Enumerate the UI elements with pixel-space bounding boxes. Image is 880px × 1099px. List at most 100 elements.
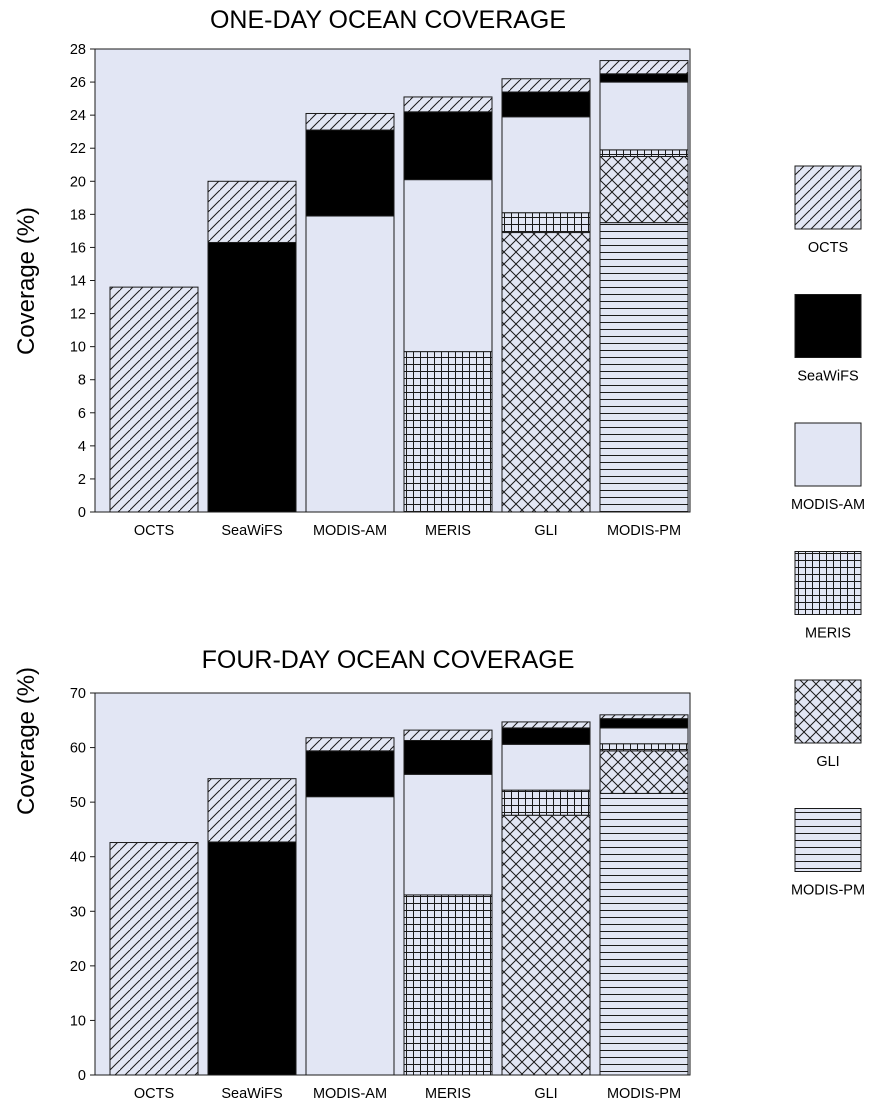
bar-modis-am — [305, 112, 395, 513]
y-tick-label: 30 — [70, 904, 86, 920]
bar-octs — [109, 286, 199, 513]
bar-segment-gli — [599, 750, 689, 794]
y-tick-label: 12 — [70, 307, 86, 323]
bar-segment-meris — [599, 149, 689, 157]
y-tick-label: 50 — [70, 795, 86, 811]
x-tick-label: MERIS — [425, 1086, 471, 1099]
bar-segment-seawifs — [501, 727, 591, 745]
x-tick-label: SeaWiFS — [221, 1086, 282, 1099]
bar-seawifs — [207, 180, 297, 513]
legend-label: MODIS-AM — [791, 497, 865, 513]
y-tick-label: 18 — [70, 207, 86, 223]
legend-item-modis-am: MODIS-AM — [791, 422, 865, 513]
x-tick-label: GLI — [534, 523, 557, 539]
y-axis-label: Coverage (%) — [13, 667, 40, 815]
legend-label: OCTS — [808, 240, 848, 256]
y-tick-label: 8 — [78, 373, 86, 389]
bar-segment-seawifs — [305, 750, 395, 798]
bar-segment-gli — [501, 814, 591, 1076]
y-tick-label: 6 — [78, 406, 86, 422]
bar-segment-octs — [207, 778, 297, 843]
x-tick-label: OCTS — [134, 523, 174, 539]
plot-area: 0 10 20 30 40 50 60 70 OCTS SeaWiFS MODIS-AM MERIS G… — [70, 686, 691, 1099]
bar-segment-seawifs — [501, 91, 591, 118]
bar-segment-octs — [403, 96, 493, 113]
x-tick-label: MODIS-PM — [607, 523, 681, 539]
bar-segment-modis-pm — [599, 792, 689, 1076]
y-tick-label: 24 — [70, 108, 86, 124]
chart-title: ONE-DAY OCEAN COVERAGE — [210, 6, 566, 34]
bar-segment-meris — [403, 894, 493, 1076]
bar-segment-seawifs — [403, 739, 493, 775]
y-tick-label: 70 — [70, 686, 86, 702]
x-tick-label: MERIS — [425, 523, 471, 539]
bar-segment-modis-am — [403, 773, 493, 896]
x-tick-label: OCTS — [134, 1086, 174, 1099]
bar-segment-gli — [599, 155, 689, 224]
bar-segment-octs — [305, 112, 395, 131]
bar-segment-seawifs — [403, 111, 493, 181]
bar-segment-octs — [207, 180, 297, 243]
bar-segment-modis-am — [305, 215, 395, 513]
bar-segment-octs — [599, 60, 689, 75]
legend-swatch — [794, 165, 862, 230]
bar-segment-meris — [599, 743, 689, 752]
y-tick-label: 26 — [70, 75, 86, 91]
bar-gli — [501, 78, 591, 513]
legend-swatch — [794, 422, 862, 487]
bar-segment-octs — [599, 714, 689, 720]
legend-swatch — [794, 679, 862, 744]
y-axis-label: Coverage (%) — [13, 207, 40, 355]
x-tick-label: MODIS-AM — [313, 523, 387, 539]
bar-segment-octs — [109, 842, 199, 1076]
bar-segment-octs — [305, 737, 395, 752]
legend-label: SeaWiFS — [797, 369, 858, 385]
bar-segment-modis-am — [305, 796, 395, 1076]
y-tick-label: 2 — [78, 472, 86, 488]
x-tick-label: MODIS-PM — [607, 1086, 681, 1099]
legend-item-meris: MERIS — [794, 551, 862, 642]
legend-label: MODIS-PM — [791, 883, 865, 899]
y-tick-label: 20 — [70, 174, 86, 190]
bar-segment-octs — [109, 286, 199, 513]
y-tick-label: 60 — [70, 741, 86, 757]
y-tick-label: 14 — [70, 274, 86, 290]
bar-gli — [501, 721, 591, 1076]
x-tick-label: SeaWiFS — [221, 523, 282, 539]
legend-item-seawifs: SeaWiFS — [794, 294, 862, 385]
bar-segment-meris — [501, 212, 591, 234]
legend-swatch — [794, 808, 862, 872]
bar-segment-modis-am — [501, 116, 591, 214]
y-tick-label: 10 — [70, 1013, 86, 1029]
bar-segment-modis-am — [501, 743, 591, 791]
bar-segment-octs — [501, 78, 591, 93]
legend-item-gli: GLI — [794, 679, 862, 770]
bar-segment-modis-pm — [599, 222, 689, 513]
bar-segment-seawifs — [207, 241, 297, 513]
chart-title: FOUR-DAY OCEAN COVERAGE — [202, 646, 575, 674]
bar-modis-pm — [599, 60, 689, 513]
bar-segment-octs — [501, 721, 591, 729]
bar-segment-gli — [501, 232, 591, 513]
y-tick-label: 10 — [70, 340, 86, 356]
bar-segment-meris — [403, 351, 493, 513]
legend-label: GLI — [816, 754, 839, 770]
bar-segment-seawifs — [599, 718, 689, 729]
x-tick-label: GLI — [534, 1086, 557, 1099]
y-tick-label: 4 — [78, 439, 86, 455]
legend-item-modis-pm: MODIS-PM — [791, 808, 865, 899]
legend-swatch — [794, 294, 862, 358]
bar-segment-octs — [403, 729, 493, 741]
y-tick-label: 0 — [78, 1068, 86, 1084]
four-day-chart: FOUR-DAY OCEAN COVERAGE Coverage (%) 0 10… — [13, 646, 691, 1099]
y-tick-label: 0 — [78, 505, 86, 521]
bar-octs — [109, 842, 199, 1076]
bar-seawifs — [207, 778, 297, 1076]
bar-segment-seawifs — [305, 129, 395, 217]
y-tick-label: 20 — [70, 959, 86, 975]
y-tick-label: 16 — [70, 240, 86, 256]
bar-segment-modis-am — [599, 727, 689, 745]
bar-segment-seawifs — [599, 73, 689, 83]
